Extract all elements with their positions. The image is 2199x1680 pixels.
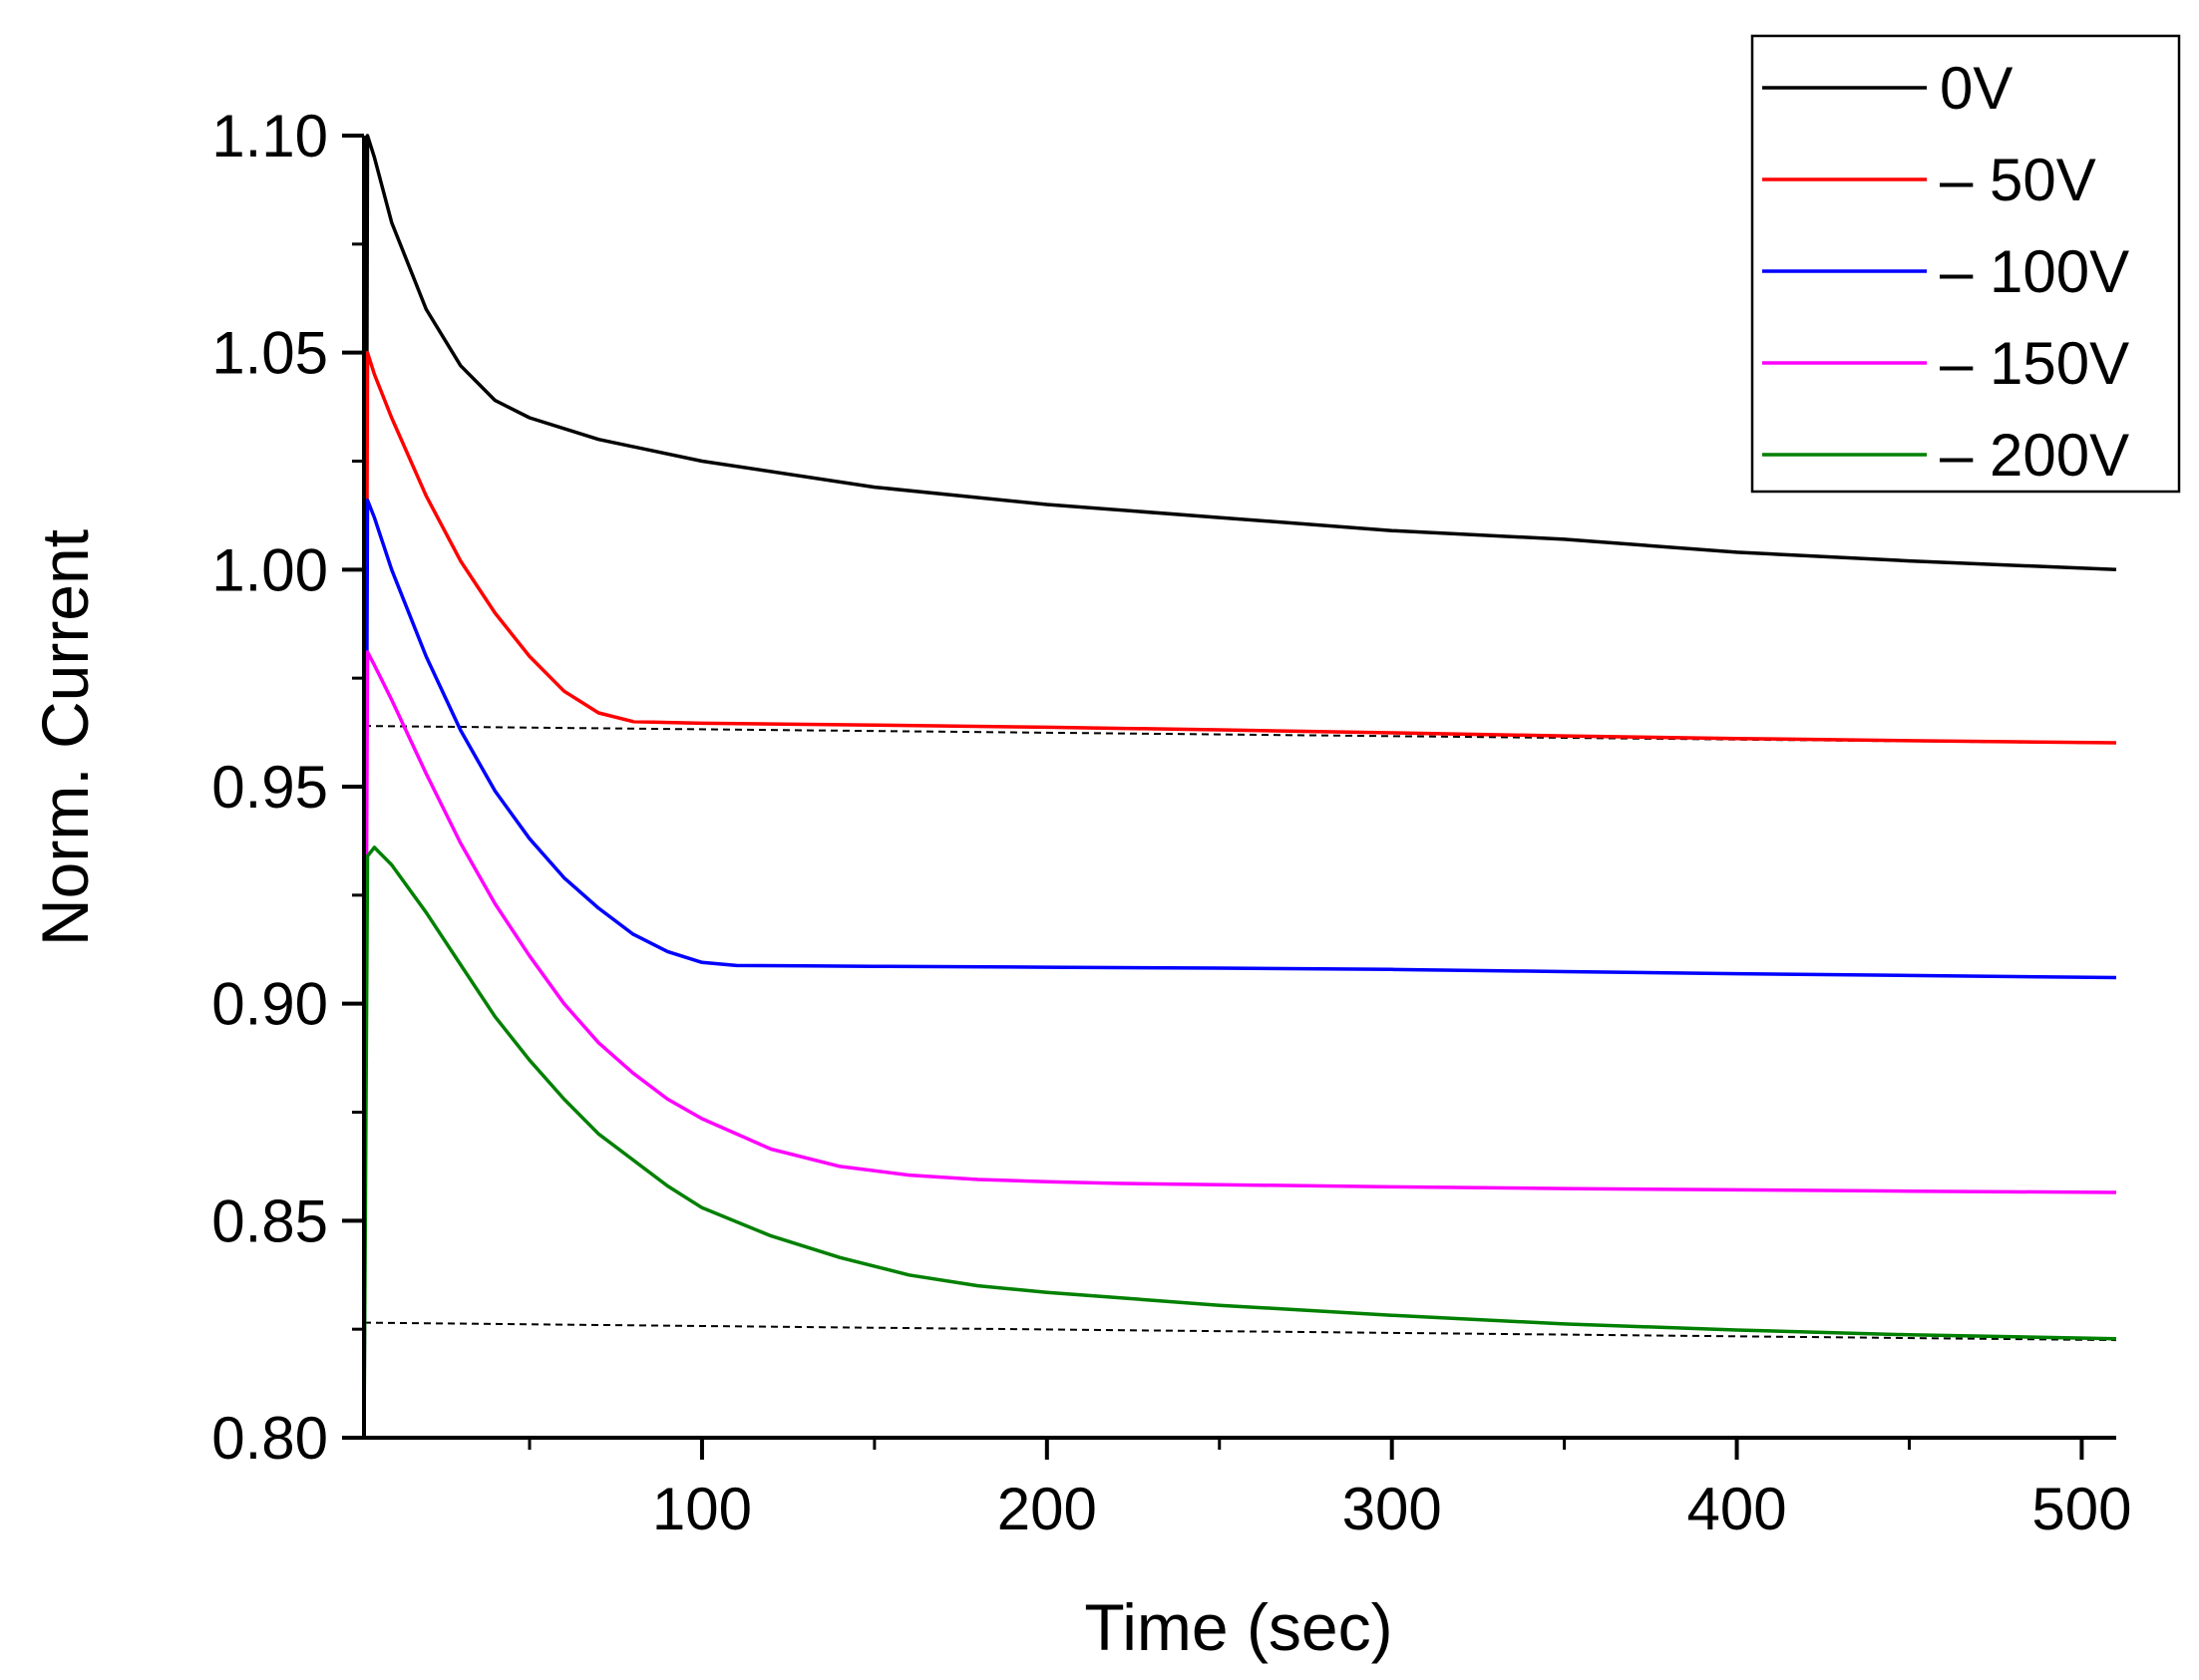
reference-lines xyxy=(363,725,2117,1342)
y-tick-label: 1.00 xyxy=(211,536,328,603)
legend-label-200v: – 200V xyxy=(1940,422,2129,489)
series-line-100v xyxy=(362,498,2117,1439)
x-axis-title: Time (sec) xyxy=(1084,1590,1392,1664)
series-line-200v xyxy=(362,845,2117,1439)
series-line-0v xyxy=(362,134,2117,1439)
x-tick-label: 200 xyxy=(997,1476,1097,1542)
legend-label-150v: – 150V xyxy=(1940,330,2129,397)
x-axis-ticks: 100 200 300 400 500 xyxy=(528,1438,2131,1542)
data-series xyxy=(362,134,2117,1439)
legend-box xyxy=(1750,34,2181,494)
x-tick-label: 500 xyxy=(2031,1476,2131,1542)
y-tick-label: 0.85 xyxy=(211,1187,328,1254)
legend-label-50v: – 50V xyxy=(1940,147,2096,213)
series-line-150v xyxy=(362,650,2117,1439)
x-tick-label: 400 xyxy=(1686,1476,1786,1542)
y-tick-label: 0.80 xyxy=(211,1405,328,1472)
y-tick-label: 1.05 xyxy=(211,320,328,387)
y-tick-label: 0.90 xyxy=(211,971,328,1038)
legend: 0V – 50V – 100V – 150V – 200V xyxy=(1750,34,2181,494)
dashed-reference-line xyxy=(363,1321,2117,1342)
x-tick-label: 300 xyxy=(1342,1476,1442,1542)
x-tick-label: 100 xyxy=(652,1476,752,1542)
legend-label-100v: – 100V xyxy=(1940,238,2129,305)
y-tick-label: 1.10 xyxy=(211,103,328,169)
legend-label-0v: 0V xyxy=(1940,55,2013,122)
axes: 0.80 0.85 0.90 0.95 1.00 1.05 1.10 100 200 300 40… xyxy=(211,103,2131,1542)
series-line-50v xyxy=(362,350,2117,1439)
y-axis-title: Norm. Current xyxy=(28,529,102,946)
y-tick-label: 0.95 xyxy=(211,754,328,821)
y-axis-ticks: 0.80 0.85 0.90 0.95 1.00 1.05 1.10 xyxy=(211,103,364,1472)
